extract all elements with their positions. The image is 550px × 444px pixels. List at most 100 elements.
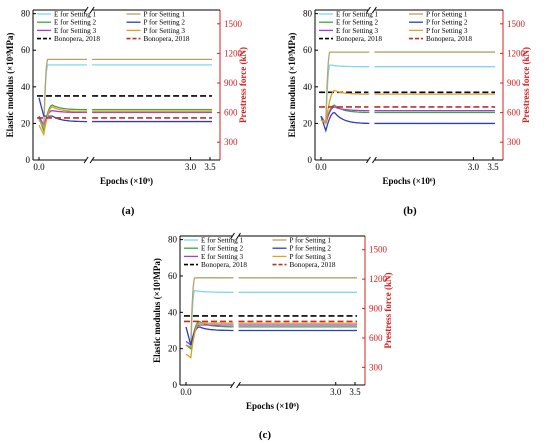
right-tick-label: 900 (507, 78, 521, 88)
axis-break-mark (230, 381, 235, 389)
legend-label: E for Setting 1 (201, 237, 244, 245)
legend-label: E for Setting 3 (54, 27, 97, 35)
series-line (185, 290, 234, 350)
left-tick-label: 60 (303, 45, 313, 55)
legend-label: E for Setting 2 (54, 19, 97, 27)
right-axis-label: Prestress force (kN) (383, 273, 393, 349)
right-tick-label: 1200 (507, 48, 526, 58)
legend-label: P for Setting 1 (144, 11, 186, 19)
axis-break-mark (236, 232, 241, 240)
left-axis-label: Elastic modulus (×10³MPa) (287, 33, 297, 138)
left-tick-label: 20 (303, 118, 313, 128)
right-tick-label: 600 (224, 108, 238, 118)
right-tick-label: 1500 (224, 19, 243, 29)
series-line (38, 58, 88, 130)
legend: E for Setting 1E for Setting 2E for Sett… (37, 11, 190, 43)
legend-label: E for Setting 2 (336, 19, 379, 27)
x-tick-label: 3.0 (185, 162, 197, 172)
legend-label: P for Setting 2 (426, 19, 468, 27)
legend-label: P for Setting 3 (426, 27, 468, 35)
axis-break-mark (83, 6, 89, 14)
legend-label: P for Setting 3 (144, 27, 186, 35)
right-tick-label: 600 (507, 108, 521, 118)
left-axis-label: Elastic modulus (×10³MPa) (5, 33, 15, 138)
left-tick-label: 80 (168, 235, 178, 245)
axis-break-mark (365, 156, 371, 164)
legend-label: E for Setting 3 (336, 27, 379, 35)
legend-label: Bonopera, 2018 (336, 35, 382, 43)
left-tick-label: 60 (168, 271, 178, 281)
series-line (320, 51, 370, 123)
x-tick-label: 3.5 (487, 162, 499, 172)
right-tick-label: 300 (369, 362, 383, 372)
right-tick-label: 900 (369, 304, 383, 314)
series-line (320, 106, 370, 125)
legend-label: Bonopera, 2018 (201, 261, 247, 269)
legend-label: E for Setting 2 (201, 245, 244, 253)
axis-break-mark (371, 6, 377, 14)
x-tick-label: 0.0 (180, 387, 192, 397)
legend-label: P for Setting 2 (290, 245, 332, 253)
panel-label: (b) (403, 205, 417, 217)
axis-break-mark (236, 381, 241, 389)
series-line (320, 64, 370, 125)
series-line (38, 106, 88, 137)
x-tick-label: 3.5 (204, 162, 216, 172)
legend-label: E for Setting 1 (336, 11, 379, 19)
right-tick-label: 1500 (369, 245, 388, 255)
chart-panel-1: 0 20 40 60 80 300 600 900 1200 1500 0.0 3.0 3.5 Epoch… (5, 6, 248, 217)
axis-break-mark (365, 6, 371, 14)
legend-label: Bonopera, 2018 (290, 261, 336, 269)
left-tick-label: 80 (21, 9, 31, 19)
series-line (320, 111, 370, 133)
legend-label: E for Setting 1 (54, 11, 97, 19)
left-tick-label: 40 (21, 82, 31, 92)
x-tick-label: 0.0 (315, 162, 327, 172)
legend-label: Bonopera, 2018 (144, 35, 190, 43)
right-tick-label: 600 (369, 333, 383, 343)
right-tick-label: 1500 (507, 19, 526, 29)
legend-label: Bonopera, 2018 (426, 35, 472, 43)
right-tick-label: 1200 (369, 274, 388, 284)
right-tick-label: 300 (224, 137, 238, 147)
left-axis-label: Elastic modulus (×10³MPa) (152, 258, 162, 363)
axis-break-mark (83, 156, 89, 164)
axis-break-mark (371, 156, 377, 164)
legend-label: P for Setting 1 (290, 237, 332, 245)
legend: E for Setting 1E for Setting 2E for Sett… (319, 11, 472, 43)
right-axis-label: Prestress force (kN) (238, 47, 248, 123)
series-line (38, 64, 88, 128)
x-tick-label: 0.0 (33, 162, 45, 172)
right-tick-label: 300 (507, 137, 521, 147)
right-tick-label: 900 (224, 78, 238, 88)
chart-panel-2: 0 20 40 60 80 300 600 900 1200 1500 0.0 3.0 3.5 Epoch… (287, 6, 531, 217)
left-tick-label: 0 (308, 155, 313, 165)
right-axis-label: Prestress force (kN) (521, 47, 531, 123)
left-tick-label: 40 (168, 307, 178, 317)
panel-label: (a) (122, 205, 135, 217)
x-tick-label: 3.5 (349, 387, 361, 397)
right-tick-label: 1200 (224, 48, 243, 58)
legend: E for Setting 1E for Setting 2E for Sett… (184, 237, 336, 269)
x-tick-label: 3.0 (330, 387, 342, 397)
x-axis-label: Epochs (×10⁶) (382, 176, 435, 186)
chart-panel-3: 0 20 40 60 80 300 600 900 1200 1500 0.0 3.0 3.5 Epoch… (152, 232, 393, 441)
left-tick-label: 20 (21, 118, 31, 128)
series-line (185, 277, 234, 348)
axis-break-mark (89, 156, 95, 164)
series-line (320, 89, 370, 125)
legend-label: P for Setting 3 (290, 253, 332, 261)
left-tick-label: 0 (26, 155, 31, 165)
left-tick-label: 40 (303, 82, 313, 92)
left-tick-label: 60 (21, 45, 31, 55)
left-tick-label: 0 (173, 380, 178, 390)
legend-label: P for Setting 1 (426, 11, 468, 19)
axis-break-mark (89, 6, 95, 14)
axis-break-mark (230, 232, 235, 240)
panel-label: (c) (259, 429, 272, 441)
left-tick-label: 80 (303, 9, 313, 19)
legend-label: Bonopera, 2018 (54, 35, 100, 43)
x-axis-label: Epochs (×10⁶) (100, 176, 153, 186)
x-axis-label: Epochs (×10⁶) (246, 401, 299, 411)
